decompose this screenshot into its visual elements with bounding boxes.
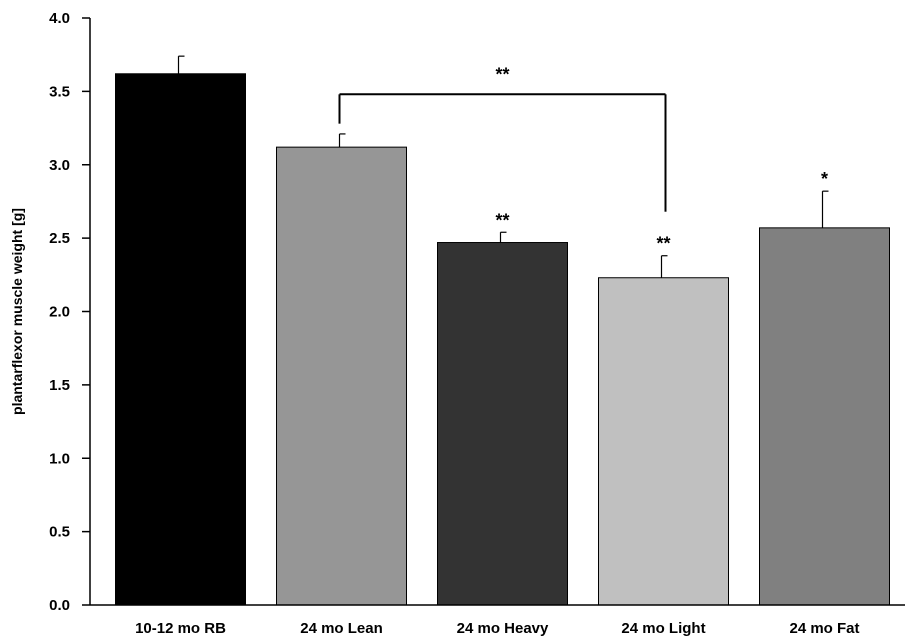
- y-tick-label: 3.5: [49, 83, 70, 100]
- bar: [276, 146, 407, 606]
- y-tick-label: 0.0: [49, 597, 70, 614]
- y-tick-label: 1.5: [49, 377, 70, 394]
- bars-group: [115, 73, 890, 606]
- x-tick-label: 24 mo Light: [621, 620, 705, 637]
- y-tick-label: 4.0: [49, 10, 70, 27]
- bar: [598, 277, 729, 606]
- error-bars-group: [177, 55, 829, 278]
- y-axis-title: plantarflexor muscle weight [g]: [9, 208, 25, 415]
- x-tick-label: 24 mo Lean: [300, 620, 383, 637]
- axes-group: 0.0 0.5 1.0 1.5 2.0 2.5 3.0 3.5 4.0: [49, 10, 905, 614]
- significance-group: *******: [338, 64, 828, 254]
- bar: [437, 242, 568, 606]
- y-tick-label: 0.5: [49, 524, 70, 541]
- x-tick-label: 24 mo Fat: [789, 620, 859, 637]
- significance-label: **: [656, 234, 670, 254]
- y-tick-label: 1.0: [49, 450, 70, 467]
- bar: [115, 73, 246, 606]
- x-tick-label: 10-12 mo RB: [135, 620, 226, 637]
- y-tick-label: 3.0: [49, 157, 70, 174]
- bar: [759, 227, 890, 606]
- x-tick-label: 24 mo Heavy: [457, 620, 549, 637]
- labels-group: 10-12 mo RB 24 mo Lean 24 mo Heavy 24 mo Li…: [135, 620, 859, 637]
- significance-label: **: [495, 210, 509, 230]
- significance-label: *: [821, 169, 828, 189]
- y-tick-label: 2.0: [49, 304, 70, 321]
- bracket-label: **: [495, 64, 509, 84]
- y-tick-label: 2.5: [49, 230, 70, 247]
